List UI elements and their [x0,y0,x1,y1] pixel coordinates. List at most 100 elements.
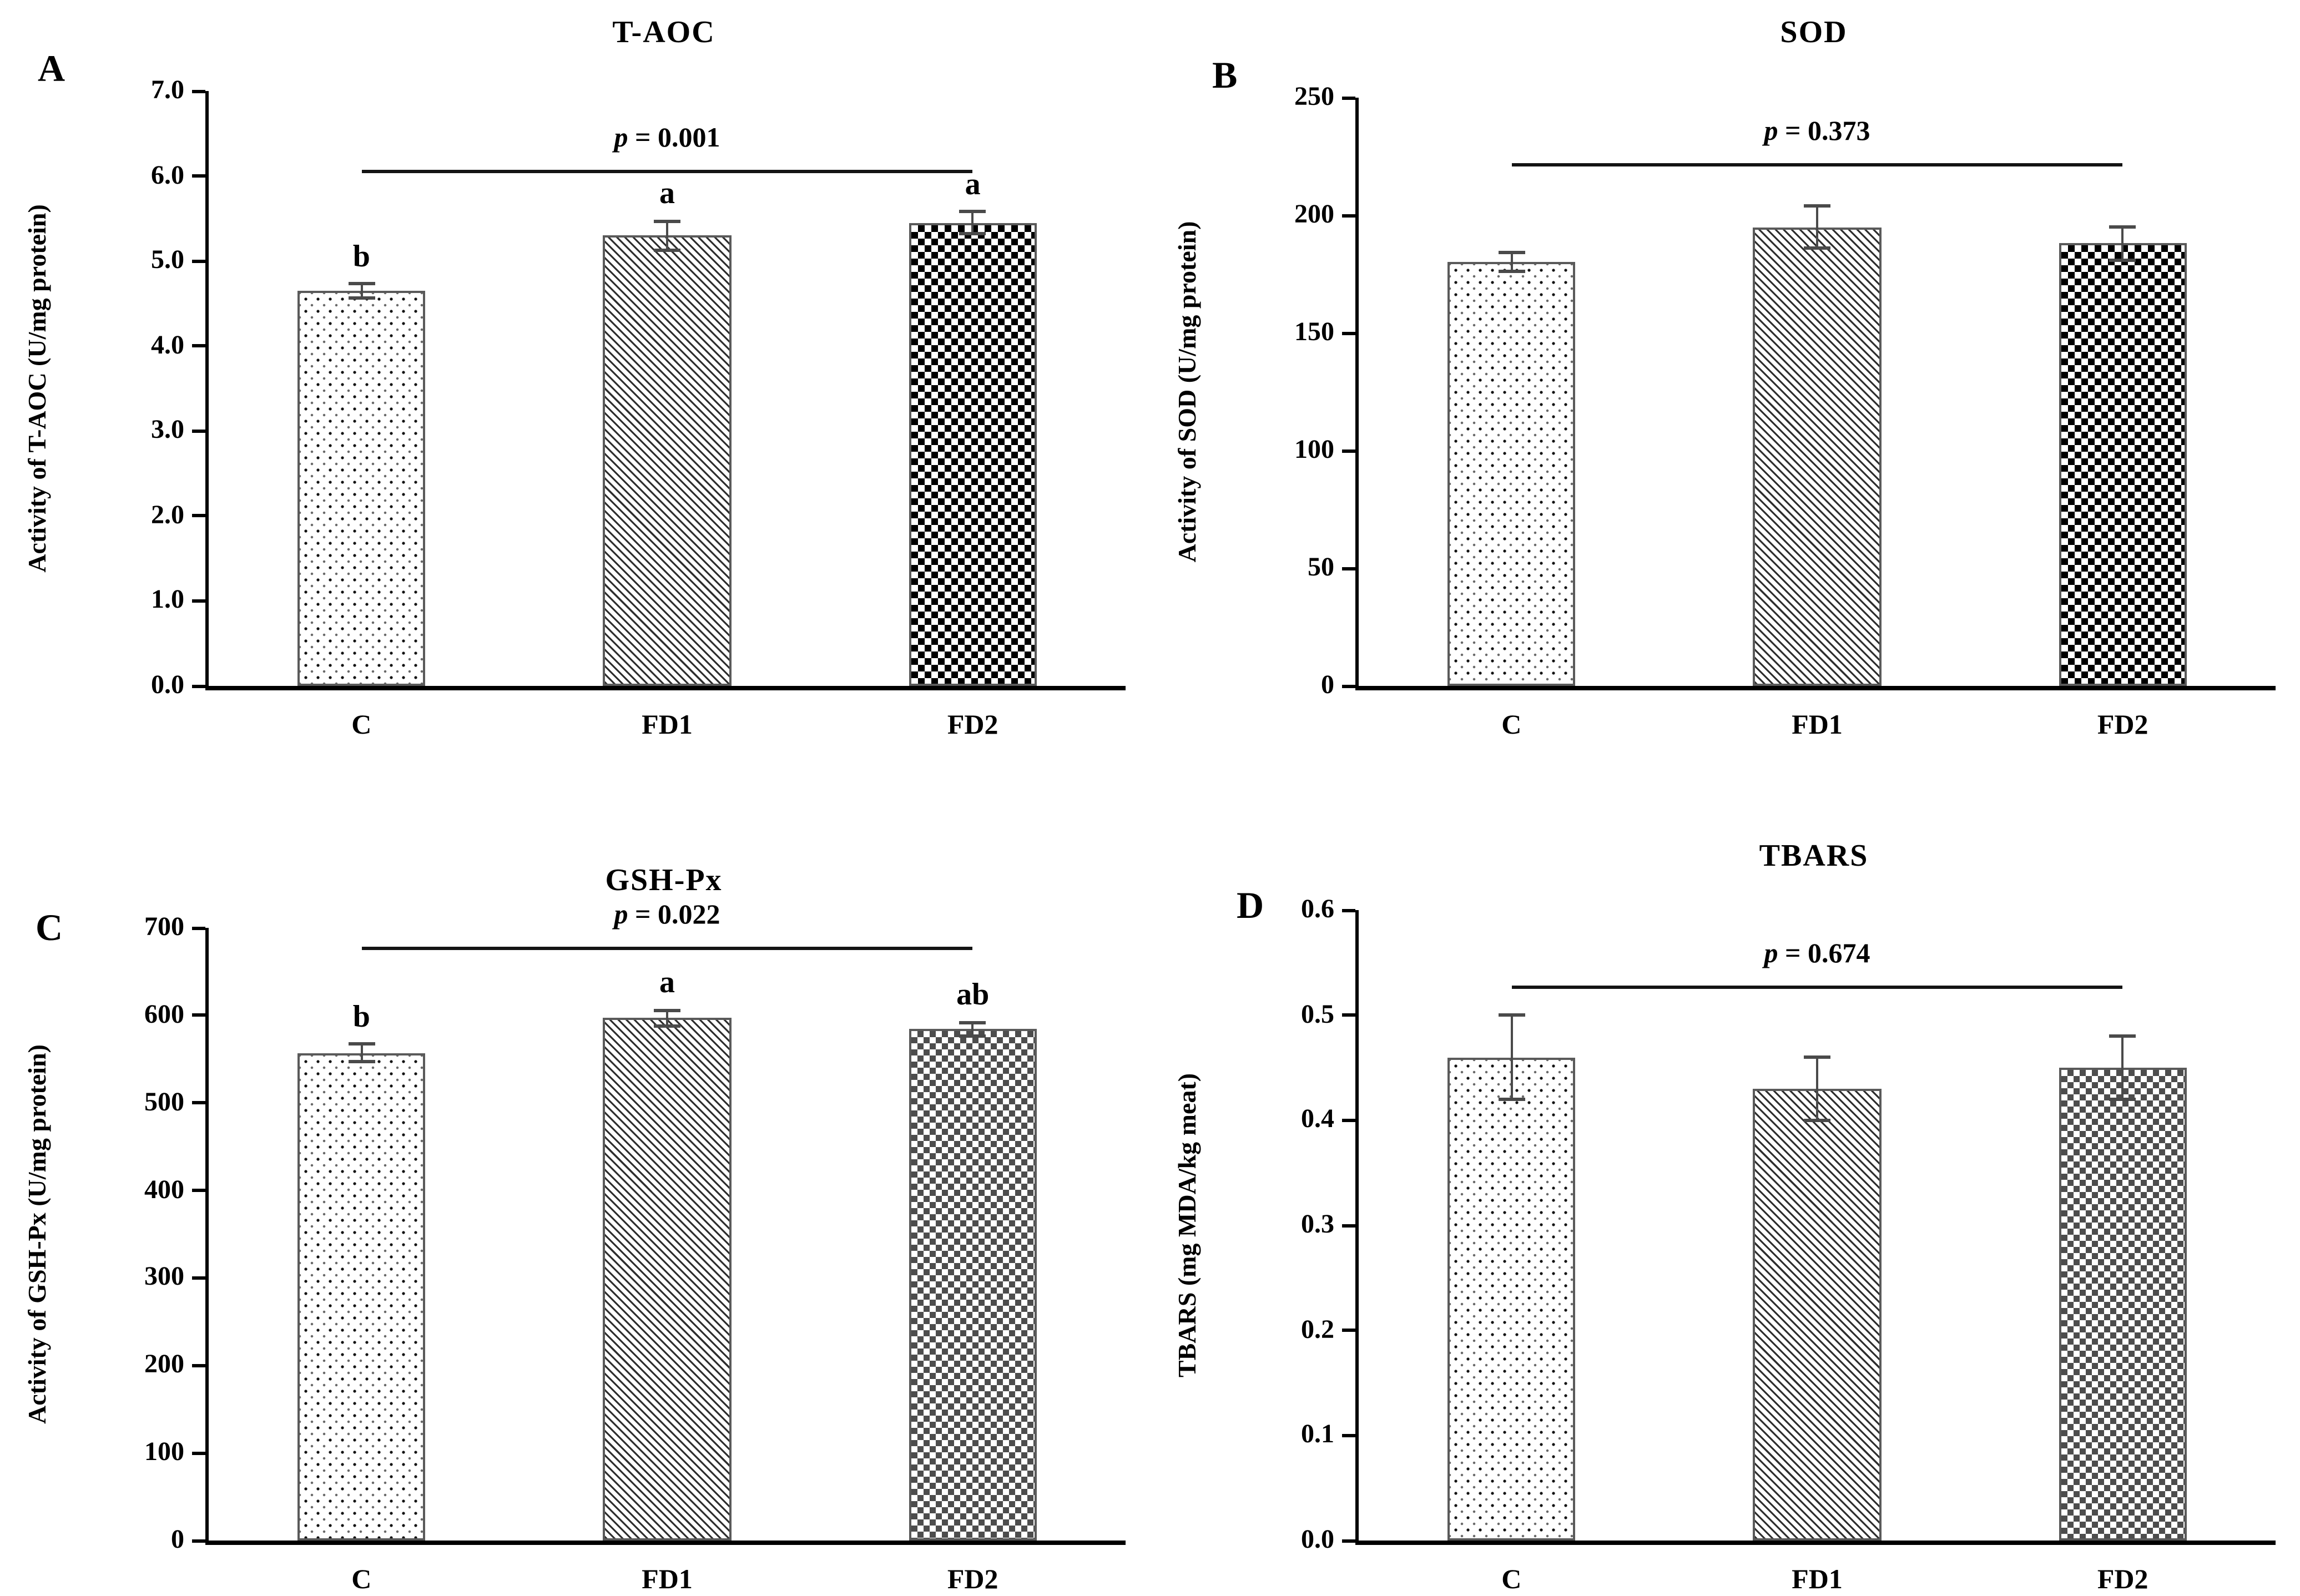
y-tick-label: 250 [1294,83,1334,112]
error-cap-top [654,219,680,223]
y-tick-label: 100 [144,1438,184,1467]
error-bar [2121,1036,2124,1099]
error-cap-bottom [654,248,680,252]
y-tick-label: 3.0 [151,416,184,445]
y-tick-mark [1342,331,1355,335]
y-tick-mark [192,1451,205,1455]
p-symbol: p [614,123,628,154]
bar-c [297,290,426,686]
y-tick-mark [1342,1433,1355,1437]
x-tick-label: FD1 [1792,710,1843,740]
y-tick-mark [192,174,205,178]
bar-fd1 [1753,1088,1882,1541]
error-bar [1510,1015,1513,1099]
error-cap-top [348,282,375,286]
y-tick-mark [192,926,205,930]
y-tick-mark [1342,908,1355,912]
bar-fd2 [909,223,1037,686]
p-value: = 0.001 [628,123,720,154]
p-symbol: p [614,900,628,931]
x-tick-label: C [1501,1565,1522,1595]
x-tick-label: FD1 [642,1565,693,1595]
x-tick-label: FD1 [1792,1565,1843,1595]
y-tick-label: 100 [1294,436,1334,464]
panel-c: GSH-Px C Activity of GSH-Px (U/mg protein)… [0,795,1150,1595]
y-tick-label: 1.0 [151,585,184,615]
p-symbol: p [1764,939,1778,969]
error-cap-bottom [1498,270,1525,274]
y-tick-label: 0 [1321,671,1334,700]
y-tick-label: 0 [171,1526,184,1554]
y-tick-label: 7.0 [151,76,184,105]
y-tick-mark [1342,96,1355,99]
y-tick-mark [192,344,205,348]
y-tick-label: 50 [1308,553,1334,582]
y-tick-mark [192,1539,205,1542]
x-tick-label: C [351,1565,372,1595]
y-axis-label: Activity of T-AOC (U/mg protein) [23,204,51,573]
error-cap-top [959,210,986,214]
y-tick-mark [1342,567,1355,570]
x-tick-label: FD2 [947,1565,998,1595]
panel-letter: D [1237,886,1264,927]
x-tick-label: C [1501,710,1522,740]
y-tick-label: 0.0 [1301,1526,1334,1554]
y-tick-label: 0.5 [1301,1000,1334,1029]
plot-area: 0 50 100 150 200 250 C FD1 FD2 p = 0.373 [1294,83,2276,740]
bar-fd1 [1753,227,1882,686]
error-bar [971,1022,974,1037]
error-bar [666,221,668,250]
y-tick-mark [1342,214,1355,217]
y-tick-label: 6.0 [151,161,184,190]
error-cap-top [2109,225,2136,229]
p-value: = 0.373 [1778,117,1870,147]
y-tick-mark [192,429,205,433]
y-tick-label: 0.3 [1301,1210,1334,1239]
y-tick-mark [192,514,205,518]
panel-letter: A [38,49,65,90]
y-tick-mark [192,684,205,688]
error-bar [360,284,363,298]
panel-letter: B [1212,55,1238,97]
significance-line [361,947,973,951]
bar-c [1447,1057,1576,1541]
y-tick-mark [192,89,205,93]
y-tick-mark [1342,1329,1355,1332]
y-tick-label: 4.0 [151,331,184,360]
panel-a: T-AOC A Activity of T-AOC (U/mg protein) 0.… [0,0,1150,795]
significance-letter: b [352,239,370,274]
chart-title: T-AOC [612,16,715,50]
error-cap-bottom [2109,1097,2136,1101]
error-cap-bottom [1804,246,1830,250]
error-bar [1816,206,1818,249]
p-value-text: p = 0.022 [614,901,720,932]
y-tick-label: 300 [144,1262,184,1292]
y-tick-mark [1342,1118,1355,1122]
error-cap-top [654,1008,680,1012]
bar-fd2 [909,1029,1037,1541]
y-tick-mark [1342,449,1355,452]
error-cap-top [1498,251,1525,255]
significance-line [1511,163,2123,167]
error-cap-bottom [348,1060,375,1064]
error-cap-bottom [1804,1118,1830,1122]
y-tick-label: 200 [1294,200,1334,229]
error-cap-bottom [959,232,986,236]
error-cap-bottom [959,1034,986,1038]
y-tick-label: 150 [1294,318,1334,347]
x-tick-label: FD2 [947,710,998,740]
y-tick-mark [1342,684,1355,688]
panel-d: TBARS D TBARS (mg MDA/kg meat) 0.0 0.1 0.2 0.3… [1150,795,2300,1595]
plot-area: 0.0 0.1 0.2 0.3 0.4 0.5 0.6 C FD1 FD2 p = 0.674 [1301,895,2276,1595]
bar-c [297,1053,426,1541]
p-value-text: p = 0.373 [1764,117,1870,148]
p-value-text: p = 0.001 [614,123,720,154]
panel-letter: C [36,908,63,949]
error-bar [2121,227,2124,260]
y-tick-label: 2.0 [151,501,184,530]
p-symbol: p [1764,117,1778,147]
